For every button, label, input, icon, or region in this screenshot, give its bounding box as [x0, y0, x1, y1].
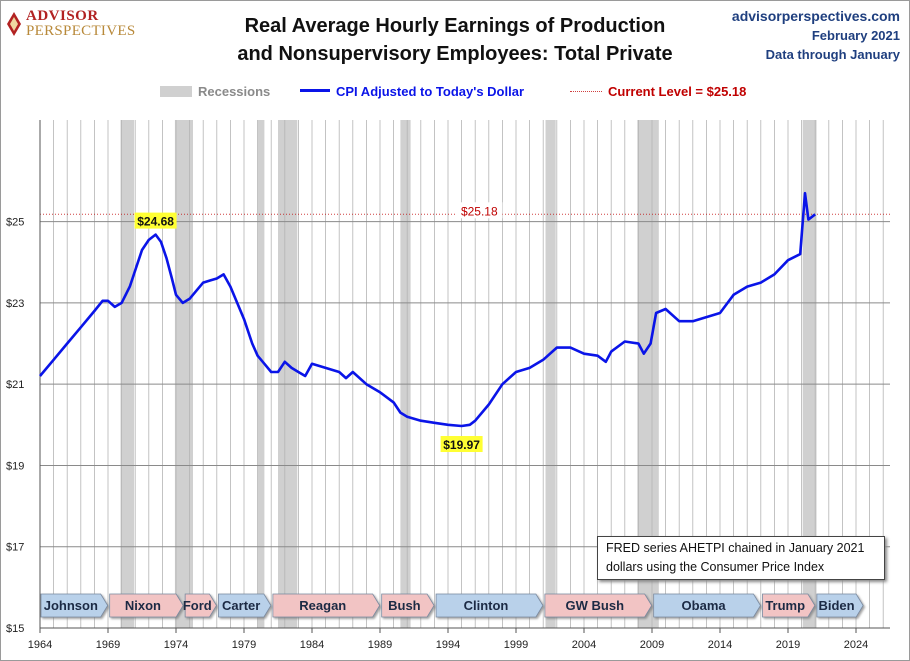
legend-series-swatch: [300, 89, 330, 92]
recession-band: [637, 120, 659, 628]
trough-label-bg: [440, 436, 483, 453]
source-note-line2: dollars using the Consumer Price Index: [606, 560, 825, 574]
president-term-arrow: [435, 593, 544, 618]
legend-current-label: Current Level = $25.18: [608, 84, 747, 99]
x-tick-label: 1999: [504, 639, 528, 651]
x-tick-label: 2024: [844, 639, 868, 651]
y-tick-label: $21: [6, 379, 24, 391]
legend-current-swatch: [570, 91, 602, 92]
president-term-arrow: [381, 593, 435, 618]
president-label: GW Bush: [566, 598, 625, 613]
legend-recession-swatch: [160, 86, 192, 97]
series-line: [39, 191, 816, 428]
recession-band: [545, 120, 556, 628]
source-date: February 2021: [811, 28, 900, 43]
trough-label: $19.97: [443, 438, 480, 452]
peak-label: $24.68: [137, 215, 174, 229]
legend-series-label: CPI Adjusted to Today's Dollar: [336, 84, 524, 99]
brand-name-line2: PERSPECTIVES: [26, 23, 136, 39]
president-term-arrow: [544, 593, 653, 618]
x-tick-label: 1989: [368, 639, 392, 651]
president-label: Bush: [388, 598, 421, 613]
president-label: Biden: [818, 598, 854, 613]
x-tick-label: 1979: [232, 639, 256, 651]
president-label: Trump: [765, 598, 805, 613]
president-term-arrow: [653, 593, 761, 618]
current-level-label-bg: [456, 202, 503, 219]
president-label: Clinton: [464, 598, 509, 613]
peak-label-bg: [134, 212, 177, 229]
president-label: Johnson: [44, 598, 98, 613]
x-tick-label: 2004: [572, 639, 596, 651]
chart-title-line1: Real Average Hourly Earnings of Producti…: [244, 15, 666, 37]
source-site: advisorperspectives.com: [731, 8, 900, 24]
y-axis-ticks: $15 $17 $19 $21 $23 $25: [6, 217, 24, 635]
y-tick-label: $15: [6, 623, 24, 635]
recession-band: [278, 120, 298, 628]
chart-title: Real Average Hourly Earnings of Producti…: [180, 12, 730, 68]
recession-band: [257, 120, 265, 628]
source-through: Data through January: [765, 47, 900, 62]
x-tick-label: 2014: [708, 639, 732, 651]
recession-bands: [120, 120, 817, 628]
president-term-arrow: [218, 593, 272, 618]
brand-logo: ADVISOR PERSPECTIVES: [6, 9, 135, 39]
president-label: Ford: [183, 598, 212, 613]
chart-legend: Recessions CPI Adjusted to Today's Dolla…: [0, 80, 910, 104]
president-label: Nixon: [125, 598, 161, 613]
x-tick-label: 1994: [436, 639, 460, 651]
y-tick-label: $17: [6, 542, 24, 554]
x-tick-label: 1974: [164, 639, 188, 651]
source-info: advisorperspectives.com February 2021 Da…: [732, 7, 900, 64]
current-level-label: $25.18: [461, 204, 498, 218]
y-tick-label: $25: [6, 217, 24, 229]
president-term-arrow: [40, 593, 109, 618]
president-label: Obama: [682, 598, 727, 613]
x-tick-label: 1984: [300, 639, 324, 651]
recession-band: [174, 120, 193, 628]
x-tick-label: 1969: [96, 639, 120, 651]
recession-band: [802, 120, 817, 628]
recession-band: [400, 120, 411, 628]
president-label: Reagan: [299, 598, 346, 613]
chart-annotations: $24.68 $19.97 $25.18: [134, 202, 503, 453]
y-tick-label: $23: [6, 298, 24, 310]
x-axis-ticks: 1964 1969 1974 1979 1984 1989 1994 1999 2004 2009…: [28, 628, 868, 651]
x-tick-label: 2019: [776, 639, 800, 651]
brand-name-line1: ADVISOR: [26, 8, 99, 24]
president-term-arrow: [816, 593, 864, 618]
president-term-arrow: [109, 593, 184, 618]
series-group: [39, 191, 816, 428]
y-tick-label: $19: [6, 460, 24, 472]
x-tick-label: 2009: [640, 639, 664, 651]
president-label: Carter: [222, 598, 260, 613]
x-tick-label: 1964: [28, 639, 52, 651]
source-note: FRED series AHETPI chained in January 20…: [597, 536, 885, 580]
president-term-arrow: [272, 593, 381, 618]
brand-mark-icon: [7, 12, 21, 36]
president-term-arrow: [184, 593, 217, 618]
president-term-arrow: [762, 593, 816, 618]
legend-current: Current Level = $25.18: [570, 84, 746, 99]
source-note-line1: FRED series AHETPI chained in January 20…: [606, 541, 865, 555]
legend-series: CPI Adjusted to Today's Dollar: [300, 84, 524, 99]
recession-band: [120, 120, 135, 628]
legend-recessions-label: Recessions: [198, 84, 271, 99]
chart-title-line2: and Nonsupervisory Employees: Total Priv…: [237, 43, 673, 65]
legend-recessions: Recessions: [160, 84, 270, 99]
president-timeline: Johnson Nixon Ford Carter Reagan Bush Clinton G…: [40, 593, 864, 618]
